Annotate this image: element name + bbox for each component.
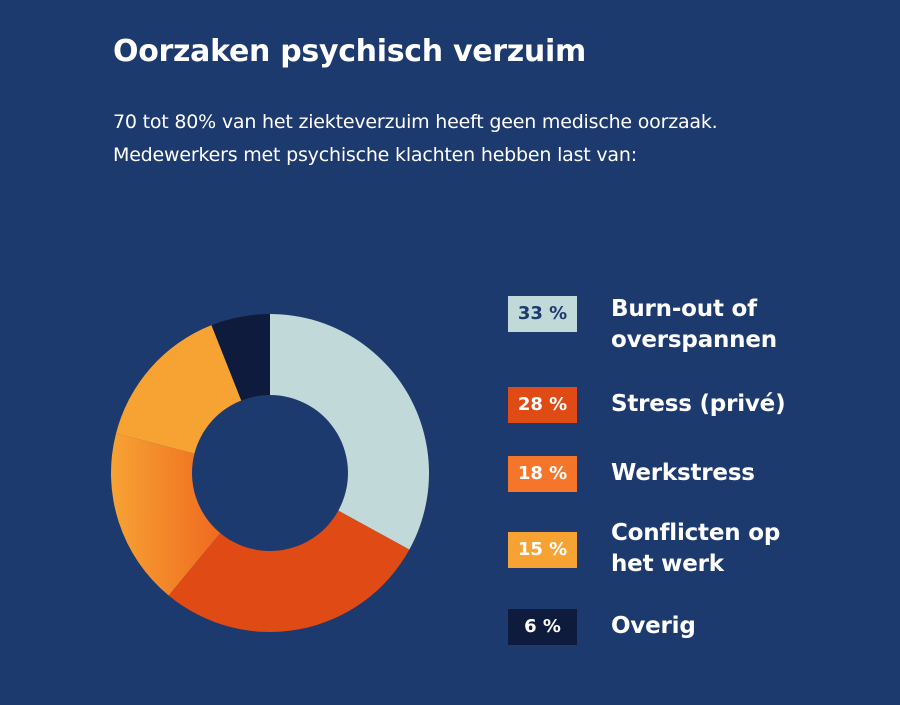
legend-badge-overig: 6 % [508, 609, 577, 645]
legend-badge-conflicten: 15 % [508, 532, 577, 568]
legend-label-werkstress: Werkstress [611, 460, 755, 486]
subtitle-line-2: Medewerkers met psychische klachten hebb… [113, 144, 637, 166]
legend-label-burnout: Burn-out of overspannen [611, 294, 777, 356]
legend-label-overig: Overig [611, 613, 696, 639]
donut-slice-stress-prive [168, 510, 410, 632]
legend-label-stress-prive: Stress (privé) [611, 391, 786, 417]
legend-label-burnout-line-2: overspannen [611, 327, 777, 353]
legend-label-conflicten-line-1: Conflicten op [611, 520, 781, 546]
subtitle-line-1: 70 tot 80% van het ziekteverzuim heeft g… [113, 111, 718, 133]
donut-slice-burnout [270, 314, 429, 550]
donut-slice-conflicten [115, 325, 242, 454]
donut-chart [111, 314, 429, 632]
donut-slice-werkstress [111, 433, 221, 596]
page-title: Oorzaken psychisch verzuim [113, 34, 586, 69]
legend-badge-stress-prive: 28 % [508, 387, 577, 423]
legend-badge-werkstress: 18 % [508, 456, 577, 492]
subtitle: 70 tot 80% van het ziekteverzuim heeft g… [113, 106, 718, 172]
legend-label-burnout-line-1: Burn-out of [611, 296, 757, 322]
legend-label-conflicten: Conflicten op het werk [611, 518, 780, 580]
legend-label-conflicten-line-2: het werk [611, 551, 724, 577]
donut-slice-overig [211, 314, 270, 401]
legend-badge-burnout: 33 % [508, 296, 577, 332]
